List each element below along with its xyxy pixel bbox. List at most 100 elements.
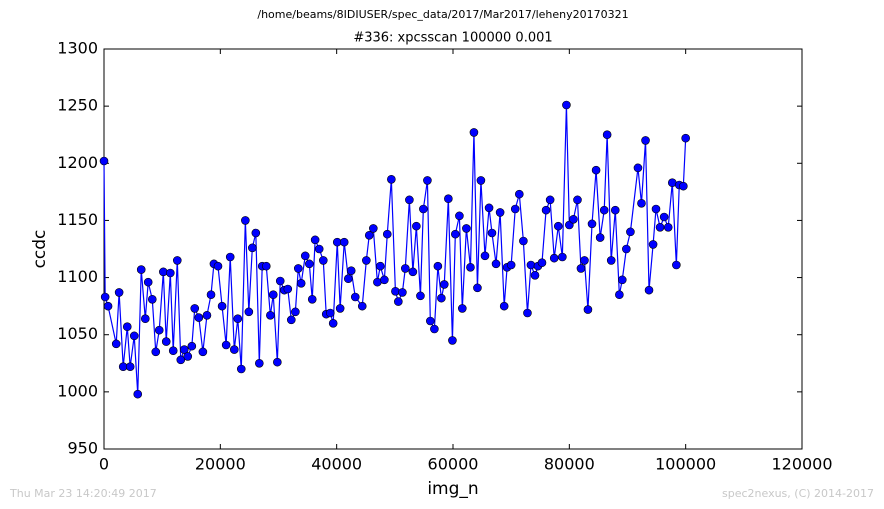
data-point [448,336,457,345]
data-point [606,256,616,265]
data-point [362,256,371,265]
data-point [147,294,157,304]
data-point [350,292,360,302]
data-point [651,204,661,214]
data-point [412,221,421,231]
data-point [569,214,578,224]
data-point [537,258,547,268]
x-tick-label: 100000 [655,455,716,474]
data-point [473,283,482,293]
data-point [545,195,555,205]
data-point [100,292,110,302]
data-point [233,314,243,324]
y-tick-label: 1200 [57,153,98,172]
data-point [681,133,690,143]
data-point [248,243,257,253]
y-tick-label: 1150 [57,210,98,229]
data-point [291,307,300,317]
data-point [602,130,612,140]
data-point [576,264,586,273]
data-point [510,204,520,214]
data-point [591,165,601,175]
data-point [183,352,193,361]
data-point [380,275,389,285]
data-point [553,221,563,231]
data-point [229,345,239,354]
data-point [251,228,261,238]
data-point [206,290,216,300]
data-point [495,208,505,217]
data-point [273,357,282,367]
data-point [515,189,524,199]
data-point [339,237,349,247]
data-point [154,325,164,335]
data-point [519,236,528,246]
plot-frame [103,48,803,450]
data-point [610,205,620,215]
data-point [198,347,208,357]
data-point [672,260,681,270]
data-point [261,261,271,271]
data-point [617,275,627,285]
data-point [166,268,175,278]
data-point [343,274,353,284]
data-point [382,229,392,239]
data-point [310,235,320,245]
data-point [187,341,197,351]
data-point [161,337,171,346]
data-point [111,339,121,349]
data-point [346,266,356,276]
data-point [655,222,665,232]
data-point [499,301,509,311]
data-point [480,251,490,261]
data-point [549,253,559,263]
data-line [103,104,687,395]
data-point [286,315,296,325]
data-point [484,203,494,213]
data-point [426,316,435,326]
data-point [172,256,182,265]
data-point [314,244,324,254]
data-point [401,264,410,273]
data-point [140,314,150,324]
data-point [541,205,551,215]
data-point [328,318,338,328]
data-point [335,304,345,313]
data-point [176,355,186,365]
data-point [626,227,635,237]
data-point [580,256,589,265]
data-point [506,260,516,270]
y-tick-label: 950 [67,439,98,458]
data-point [136,265,146,274]
x-tick-label: 20000 [195,455,246,474]
data-point [462,224,471,233]
data-point [615,290,624,300]
data-point [466,262,475,272]
data-point [648,240,658,249]
data-point [637,198,646,208]
data-point [293,264,303,273]
data-point [296,278,306,288]
data-point [416,291,425,301]
data-point [573,195,582,205]
footer-credit: spec2nexus, (C) 2014-2017 [722,487,874,500]
data-point [275,276,285,286]
x-axis-label: img_n [427,479,478,499]
data-point [122,322,132,332]
y-axis-label: ccdc [30,230,50,269]
data-point [325,308,335,318]
data-point [213,261,223,271]
x-tick-label: 60000 [428,455,479,474]
data-point [305,259,314,269]
data-point [133,389,143,399]
data-point [679,181,688,191]
data-point [159,267,168,277]
data-point [221,340,231,350]
footer-date: Thu Mar 23 14:20:49 2017 [9,487,157,500]
data-point [300,251,310,261]
y-tick-label: 1250 [57,96,98,115]
data-point [469,128,479,137]
data-point [405,195,414,205]
data-point [369,224,378,233]
data-point [179,345,189,354]
